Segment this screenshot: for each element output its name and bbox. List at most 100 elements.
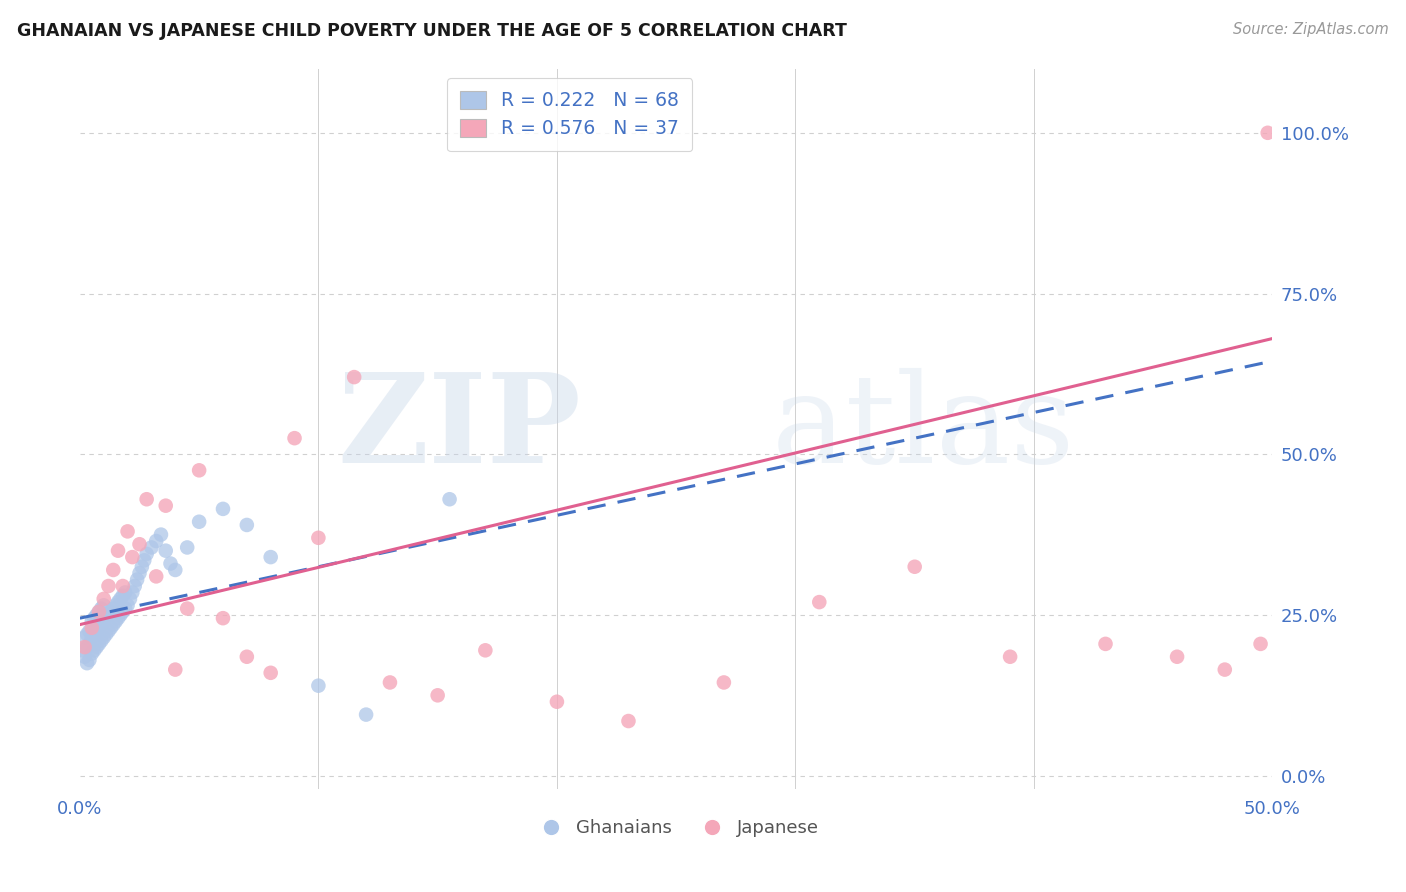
- Point: [439, 492, 461, 507]
- Point: [79, 624, 101, 638]
- Point: [97, 579, 120, 593]
- Point: [1094, 637, 1116, 651]
- Point: [94, 611, 117, 625]
- Point: [103, 601, 125, 615]
- Point: [93, 615, 115, 629]
- Point: [107, 611, 129, 625]
- Point: [1213, 663, 1236, 677]
- Point: [131, 559, 153, 574]
- Point: [617, 714, 640, 728]
- Point: [73, 640, 96, 654]
- Point: [100, 621, 122, 635]
- Point: [103, 563, 125, 577]
- Point: [100, 605, 122, 619]
- Point: [110, 591, 132, 606]
- Text: atlas: atlas: [772, 368, 1076, 489]
- Point: [86, 607, 108, 622]
- Point: [76, 656, 98, 670]
- Point: [135, 492, 157, 507]
- Point: [73, 631, 96, 645]
- Point: [135, 547, 157, 561]
- Point: [1250, 637, 1272, 651]
- Point: [94, 627, 117, 641]
- Point: [904, 559, 927, 574]
- Point: [103, 617, 125, 632]
- Point: [212, 501, 235, 516]
- Point: [83, 643, 105, 657]
- Point: [72, 643, 94, 657]
- Point: [86, 640, 108, 654]
- Point: [128, 566, 150, 581]
- Text: GHANAIAN VS JAPANESE CHILD POVERTY UNDER THE AGE OF 5 CORRELATION CHART: GHANAIAN VS JAPANESE CHILD POVERTY UNDER…: [17, 22, 846, 40]
- Point: [1166, 649, 1188, 664]
- Point: [212, 611, 235, 625]
- Point: [307, 679, 329, 693]
- Point: [117, 599, 139, 613]
- Point: [107, 595, 129, 609]
- Point: [104, 615, 127, 629]
- Point: [93, 599, 115, 613]
- Point: [145, 569, 167, 583]
- Point: [165, 663, 187, 677]
- Point: [127, 573, 149, 587]
- Point: [118, 591, 141, 606]
- Point: [93, 631, 115, 645]
- Point: [86, 624, 108, 638]
- Point: [80, 647, 103, 661]
- Point: [79, 653, 101, 667]
- Point: [76, 640, 98, 654]
- Point: [808, 595, 831, 609]
- Point: [155, 499, 177, 513]
- Point: [378, 675, 401, 690]
- Point: [149, 527, 172, 541]
- Point: [354, 707, 377, 722]
- Point: [141, 541, 163, 555]
- Point: [111, 589, 134, 603]
- Point: [159, 557, 181, 571]
- Text: Source: ZipAtlas.com: Source: ZipAtlas.com: [1233, 22, 1389, 37]
- Point: [111, 605, 134, 619]
- Legend: Ghanaians, Japanese: Ghanaians, Japanese: [526, 812, 827, 845]
- Point: [260, 550, 283, 565]
- Point: [87, 605, 110, 619]
- Point: [124, 579, 146, 593]
- Point: [155, 543, 177, 558]
- Point: [90, 617, 112, 632]
- Point: [128, 537, 150, 551]
- Point: [97, 607, 120, 622]
- Point: [107, 543, 129, 558]
- Point: [176, 541, 198, 555]
- Point: [80, 621, 103, 635]
- Point: [165, 563, 187, 577]
- Point: [87, 621, 110, 635]
- Point: [236, 649, 259, 664]
- Point: [104, 599, 127, 613]
- Point: [87, 605, 110, 619]
- Point: [134, 553, 156, 567]
- Point: [188, 463, 211, 477]
- Point: [80, 615, 103, 629]
- Point: [79, 637, 101, 651]
- Point: [283, 431, 305, 445]
- Point: [87, 637, 110, 651]
- Point: [90, 601, 112, 615]
- Point: [426, 689, 449, 703]
- Point: [236, 518, 259, 533]
- Point: [998, 649, 1021, 664]
- Point: [546, 695, 568, 709]
- Point: [110, 607, 132, 622]
- Point: [73, 649, 96, 664]
- Point: [260, 665, 283, 680]
- Text: ZIP: ZIP: [337, 368, 581, 489]
- Point: [114, 601, 136, 615]
- Point: [114, 585, 136, 599]
- Point: [76, 627, 98, 641]
- Point: [93, 591, 115, 606]
- Point: [307, 531, 329, 545]
- Point: [83, 611, 105, 625]
- Point: [83, 627, 105, 641]
- Point: [97, 624, 120, 638]
- Point: [1257, 126, 1279, 140]
- Point: [474, 643, 496, 657]
- Point: [117, 524, 139, 539]
